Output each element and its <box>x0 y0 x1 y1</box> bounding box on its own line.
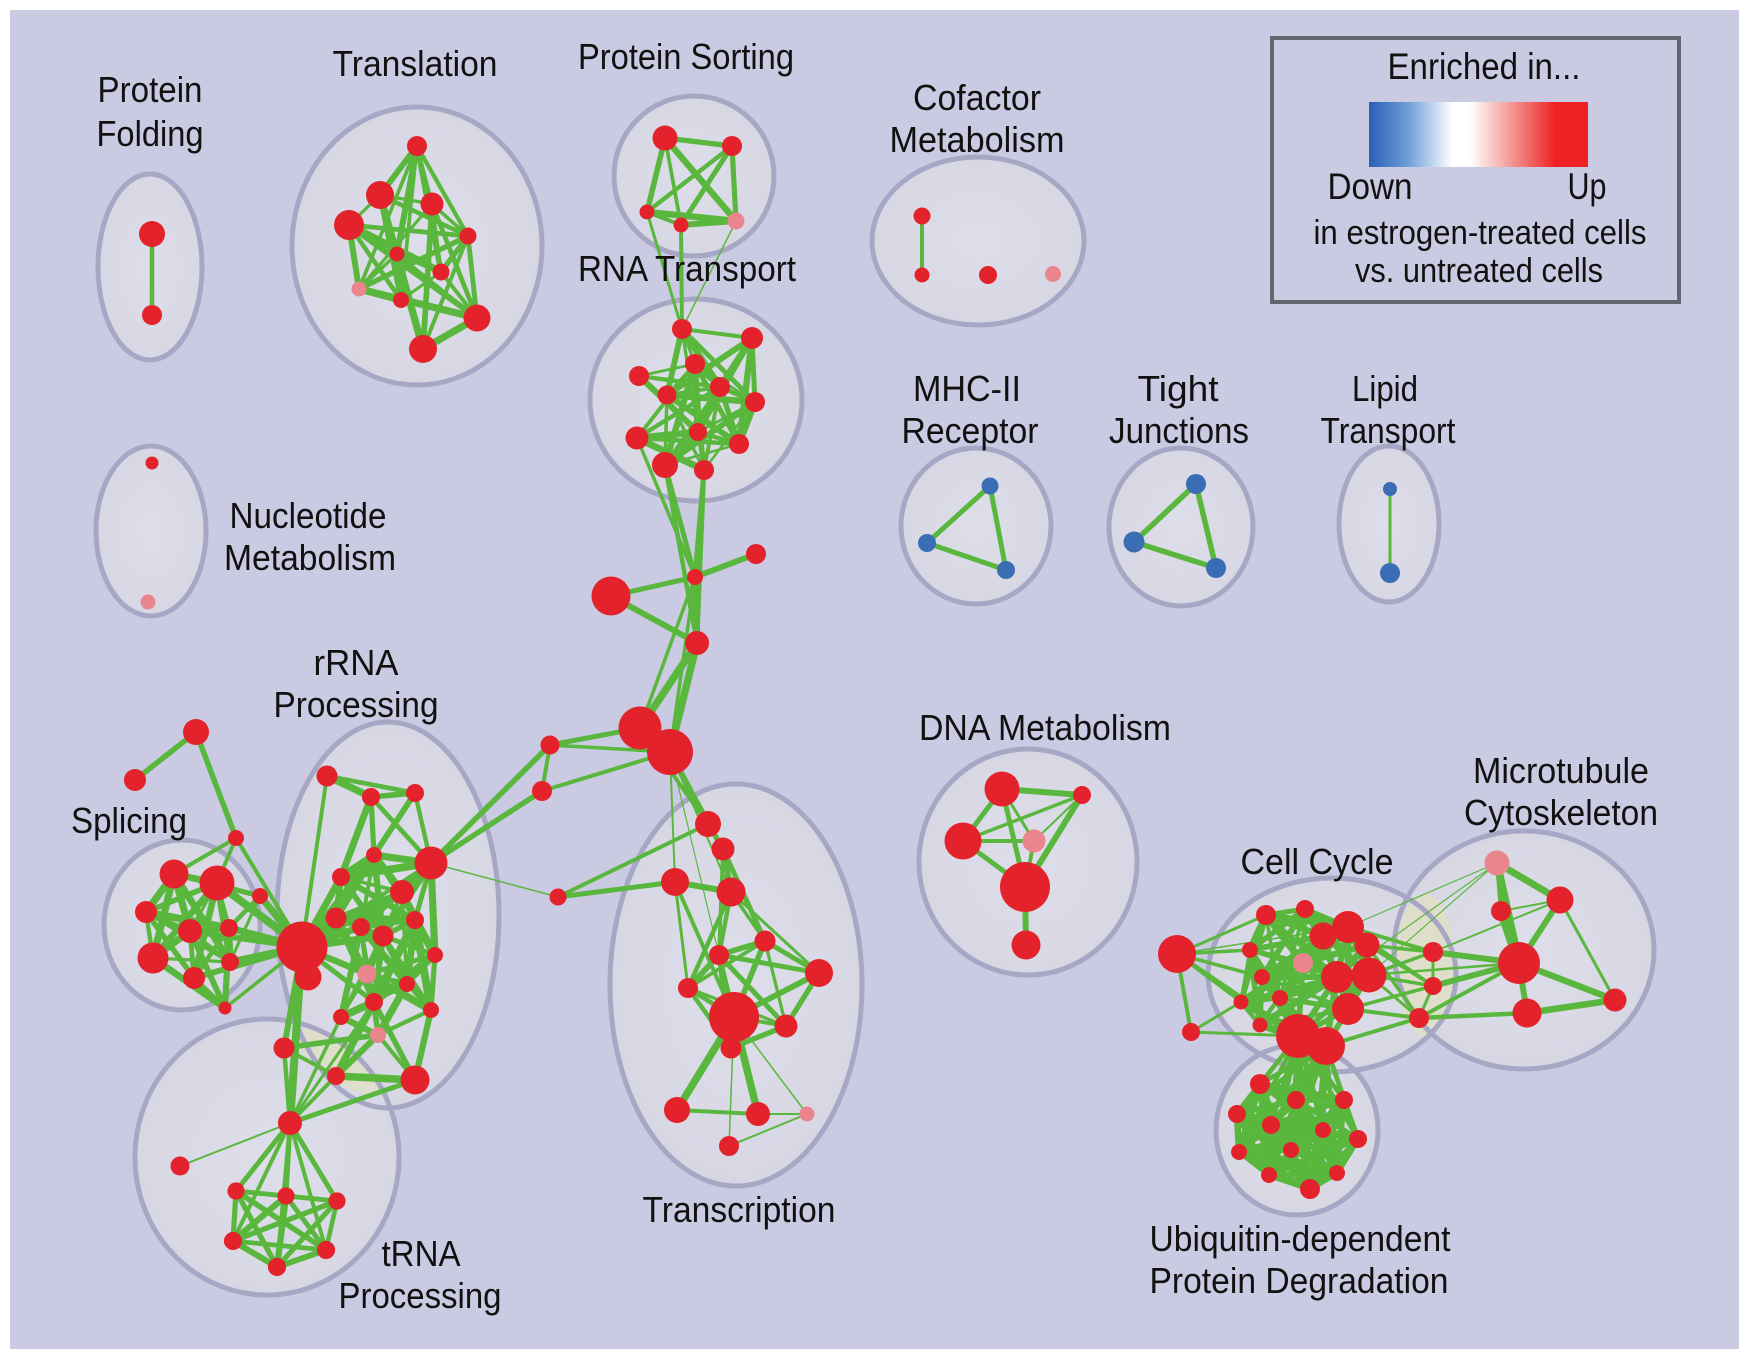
svg-text:Splicing: Splicing <box>71 800 187 841</box>
svg-text:Cofactor: Cofactor <box>913 77 1041 118</box>
svg-text:Cell Cycle: Cell Cycle <box>1241 841 1394 882</box>
svg-text:RNA Transport: RNA Transport <box>578 248 796 289</box>
svg-text:Protein: Protein <box>98 69 203 110</box>
svg-text:Receptor: Receptor <box>902 410 1039 451</box>
svg-text:Transport: Transport <box>1321 410 1456 451</box>
svg-text:Enriched in...: Enriched in... <box>1388 46 1581 87</box>
svg-text:MHC-II: MHC-II <box>913 368 1021 409</box>
svg-text:tRNA: tRNA <box>382 1233 461 1274</box>
svg-text:Transcription: Transcription <box>643 1189 836 1230</box>
svg-text:Microtubule: Microtubule <box>1473 750 1649 791</box>
svg-text:Metabolism: Metabolism <box>224 537 396 578</box>
svg-text:Up: Up <box>1568 166 1607 207</box>
svg-text:DNA Metabolism: DNA Metabolism <box>919 707 1171 748</box>
svg-text:Down: Down <box>1328 166 1413 207</box>
svg-text:Folding: Folding <box>97 113 204 154</box>
svg-text:Metabolism: Metabolism <box>890 119 1065 160</box>
svg-text:Cytoskeleton: Cytoskeleton <box>1464 792 1658 833</box>
svg-text:rRNA: rRNA <box>314 642 399 683</box>
svg-text:Protein Sorting: Protein Sorting <box>578 36 794 77</box>
svg-text:Processing: Processing <box>339 1275 502 1316</box>
svg-text:in estrogen-treated cells: in estrogen-treated cells <box>1314 214 1647 252</box>
svg-text:Processing: Processing <box>274 684 439 725</box>
svg-text:vs. untreated cells: vs. untreated cells <box>1355 252 1603 290</box>
svg-text:Tight: Tight <box>1138 368 1219 409</box>
svg-text:Protein Degradation: Protein Degradation <box>1150 1260 1449 1301</box>
svg-text:Translation: Translation <box>333 43 498 84</box>
svg-text:Ubiquitin-dependent: Ubiquitin-dependent <box>1150 1218 1451 1259</box>
svg-text:Junctions: Junctions <box>1109 410 1249 451</box>
svg-text:Nucleotide: Nucleotide <box>230 495 387 536</box>
svg-text:Lipid: Lipid <box>1352 368 1418 409</box>
